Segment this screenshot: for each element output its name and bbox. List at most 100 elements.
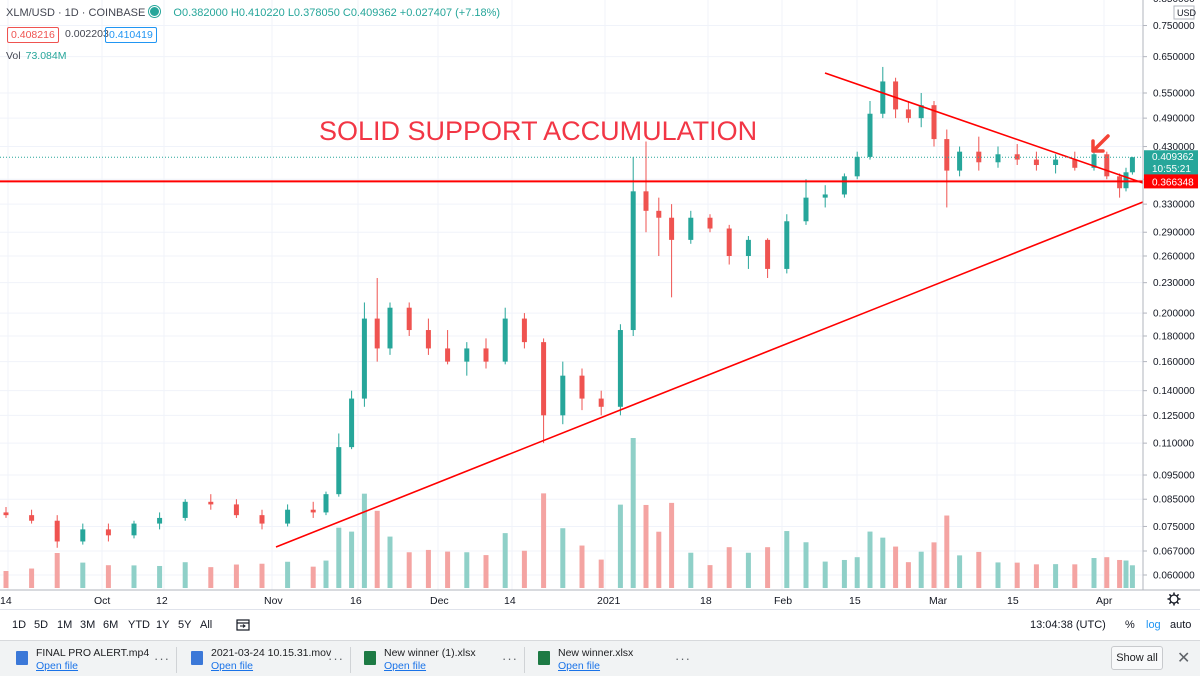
candle-body: [445, 348, 451, 362]
price-tick-label: 0.140000: [1153, 386, 1195, 397]
currency-unit-box: [1173, 5, 1195, 20]
show-all-button[interactable]: Show all: [1111, 646, 1163, 670]
timeframe-1d[interactable]: 1D: [12, 619, 27, 631]
volume-bar: [1117, 559, 1123, 588]
log-toggle[interactable]: log: [1146, 619, 1161, 631]
price-tick-label: 0.160000: [1153, 357, 1195, 368]
symbol-label[interactable]: XLM/USD · 1D · COINBASE: [6, 7, 146, 19]
open-file-link[interactable]: Open file: [211, 660, 254, 672]
volume-bar: [976, 551, 982, 588]
timeframe-1m[interactable]: 1M: [57, 619, 73, 631]
excel-file-icon: [364, 651, 376, 665]
ask-price-box[interactable]: 0.410419: [105, 27, 157, 43]
volume-bar: [1091, 558, 1097, 588]
candle-body: [841, 176, 847, 195]
candle-body: [707, 217, 713, 229]
support-price-badge: [1144, 174, 1198, 189]
divider: [524, 647, 525, 673]
volume-bar: [157, 565, 163, 588]
volume-bar: [995, 562, 1001, 588]
timeframe-all[interactable]: All: [200, 619, 213, 631]
candle-body: [323, 494, 329, 513]
volume-bar: [1072, 564, 1078, 588]
download-filename: New winner (1).xlsx: [384, 647, 476, 659]
date-range-icon[interactable]: [236, 618, 250, 631]
candle-body: [822, 194, 828, 198]
volume-bar: [1129, 565, 1135, 588]
volume-bar: [841, 559, 847, 588]
annotation-label: SOLID SUPPORT ACCUMULATION: [319, 116, 757, 146]
time-axis[interactable]: 14 Oct 12 Nov 16 Dec 14 2021 18 Feb 15 Mar 15 Apr: [0, 589, 1200, 607]
volume-bar: [931, 542, 937, 588]
candle-body: [643, 191, 649, 211]
auto-toggle[interactable]: auto: [1170, 619, 1192, 631]
divider: [176, 647, 177, 673]
time-tick-label: Oct: [94, 595, 110, 607]
volume-bar: [854, 557, 860, 588]
timeframe-5d[interactable]: 5D: [34, 619, 49, 631]
timeframe-1y[interactable]: 1Y: [156, 619, 170, 631]
bid-price-box[interactable]: 0.408216: [7, 27, 59, 43]
volume-bar: [29, 568, 35, 588]
open-file-link[interactable]: Open file: [36, 660, 79, 672]
candle-body: [425, 330, 431, 349]
volume-bar: [323, 560, 329, 588]
bottom-toolbar: 1D 5D 1M 3M 6M YTD 1Y 5Y All 13:04:38 (U…: [0, 609, 1200, 640]
volume-bar: [643, 504, 649, 588]
candle-body: [867, 113, 873, 157]
price-tick-label: 0.095000: [1153, 471, 1195, 482]
volume-bar: [656, 531, 662, 588]
open-file-link[interactable]: Open file: [558, 660, 601, 672]
volume-bar: [3, 570, 9, 588]
download-options-button[interactable]: ···: [328, 651, 344, 666]
volume-bar: [579, 545, 585, 588]
candle-body: [1072, 159, 1078, 168]
volume-bar: [54, 553, 60, 588]
candle-body: [1033, 159, 1039, 166]
high-value: H0.410220: [230, 7, 285, 19]
download-options-button[interactable]: ···: [675, 651, 691, 666]
close-icon[interactable]: ✕: [1177, 650, 1191, 667]
volume-bar: [208, 567, 214, 588]
time-tick-label: Apr: [1096, 595, 1113, 607]
volume-legend: Vol 73.084M: [6, 50, 66, 62]
candle-body: [905, 109, 911, 119]
timeframe-ytd[interactable]: YTD: [128, 619, 150, 631]
candle-body: [944, 139, 950, 171]
timeframe-3m[interactable]: 3M: [80, 619, 96, 631]
price-tick-label: 0.750000: [1153, 21, 1195, 32]
download-options-button[interactable]: ···: [502, 651, 518, 666]
candle-body: [1104, 154, 1110, 177]
candle-body: [233, 504, 239, 516]
timeframe-5y[interactable]: 5Y: [178, 619, 192, 631]
ascending-trendline: [275, 201, 1144, 548]
price-tick-label: 0.290000: [1153, 228, 1195, 239]
candle-body: [893, 81, 899, 110]
volume-bar: [688, 552, 694, 588]
percent-toggle[interactable]: %: [1125, 619, 1135, 631]
candle-body: [374, 318, 380, 349]
volume-bar: [944, 515, 950, 588]
price-tick-label: 0.110000: [1153, 439, 1194, 450]
volume-bar: [1123, 560, 1129, 588]
volume-bar: [521, 550, 527, 588]
download-options-button[interactable]: ···: [154, 651, 170, 666]
time-tick-label: 15: [1007, 595, 1019, 607]
timeframe-6m[interactable]: 6M: [103, 619, 119, 631]
open-file-link[interactable]: Open file: [384, 660, 427, 672]
candle-body: [483, 348, 489, 362]
volume-bar: [445, 551, 451, 588]
trend-drawings[interactable]: SOLID SUPPORT ACCUMULATION: [0, 72, 1144, 548]
volume-bar: [669, 502, 675, 588]
candle-body: [854, 156, 860, 177]
settings-gear-icon: [1176, 601, 1180, 605]
utc-clock[interactable]: 13:04:38 (UTC): [1030, 619, 1106, 631]
time-tick-label: 16: [350, 595, 362, 607]
price-tick-label: 0.490000: [1153, 114, 1195, 125]
last-price-label: 0.409362: [1152, 152, 1194, 163]
volume-bar: [374, 510, 380, 588]
candle-body: [745, 239, 751, 256]
volume-bar: [349, 531, 355, 588]
